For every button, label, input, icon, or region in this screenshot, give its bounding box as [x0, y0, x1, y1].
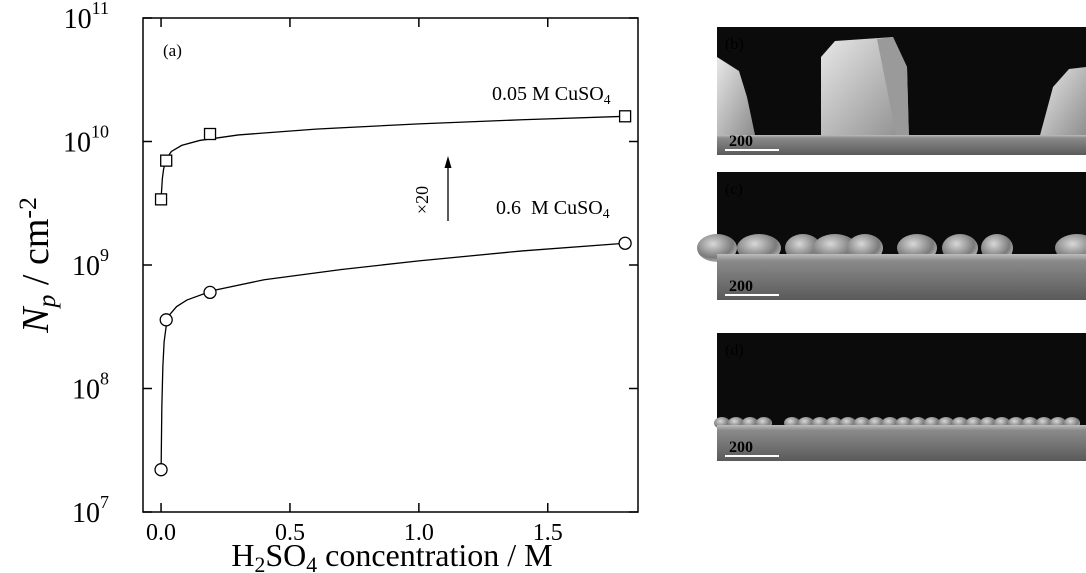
y-tick-exponent: 7: [100, 492, 109, 512]
y-tick-label: 108: [72, 369, 109, 406]
sem-image: (d) 200: [714, 333, 1086, 461]
x-tick-label: 0.0: [146, 520, 176, 546]
series-label: 0.6 M CuSO4: [496, 197, 610, 221]
sem-label: (b): [725, 36, 744, 53]
square-marker: [154, 193, 168, 206]
fit-curve: [160, 242, 626, 475]
text-part: SO: [265, 537, 306, 573]
x-tick-label: 0.5: [275, 520, 305, 546]
y-tick-exponent: 10: [91, 122, 109, 142]
crystal: [717, 57, 755, 135]
crystal: [877, 37, 909, 139]
circle-marker: [159, 313, 173, 327]
sem-image: (b) 200: [717, 27, 1086, 155]
y-tick-base: 10: [63, 128, 91, 159]
x-tick-label: 1.5: [533, 520, 563, 546]
x-axis-label: H2SO4 concentration / M: [231, 537, 552, 573]
fit-curve: [160, 115, 626, 200]
square-marker: [203, 127, 217, 141]
scale-label: 200: [729, 133, 753, 150]
y-tick-label: 109: [72, 245, 109, 282]
panel-label: (a): [163, 41, 182, 60]
y-tick-exponent: 11: [92, 0, 109, 18]
circle-marker: [154, 463, 168, 477]
y-tick-exponent: 8: [100, 369, 109, 389]
factor-label: ×20: [412, 186, 432, 214]
y-tick-base: 10: [64, 4, 92, 35]
circle-marker: [618, 236, 632, 250]
series-label: 0.05 M CuSO4: [492, 83, 611, 107]
text-part: concentration / M: [317, 537, 552, 573]
sem-image: (c) 200: [697, 172, 1086, 300]
text-part: 0.05 M CuSO: [492, 83, 604, 105]
text-part: 0.6 M CuSO: [496, 197, 603, 219]
text-part: 4: [306, 553, 317, 573]
text-part: 4: [603, 206, 610, 221]
circle-marker: [203, 285, 217, 300]
scale-label: 200: [729, 278, 753, 295]
crystal: [1039, 67, 1086, 139]
y-tick-base: 10: [72, 251, 100, 282]
y-axis-label: Np / cm-2: [13, 197, 61, 334]
text-part: -2: [13, 197, 42, 219]
text-part: N: [15, 305, 57, 334]
y-tick-label: 107: [72, 492, 109, 529]
x-tick-label: 1.0: [404, 520, 434, 546]
text-part: / cm: [15, 219, 57, 295]
substrate: [717, 135, 1086, 155]
y-tick-label: 1010: [63, 122, 109, 159]
substrate: [717, 254, 1086, 300]
square-marker: [618, 110, 632, 123]
text-part: p: [32, 295, 61, 310]
text-part: 4: [604, 92, 611, 107]
y-tick-exponent: 9: [100, 245, 109, 265]
y-tick-base: 10: [72, 375, 100, 406]
square-marker: [160, 154, 173, 167]
sem-label: (c): [725, 181, 743, 198]
y-tick-label: 1011: [64, 0, 109, 35]
text-part: 2: [254, 553, 265, 573]
arrow-head: [444, 156, 452, 168]
text-part: H: [231, 537, 254, 573]
scale-label: 200: [729, 439, 753, 456]
sem-label: (d): [725, 342, 744, 359]
y-tick-base: 10: [72, 498, 100, 529]
